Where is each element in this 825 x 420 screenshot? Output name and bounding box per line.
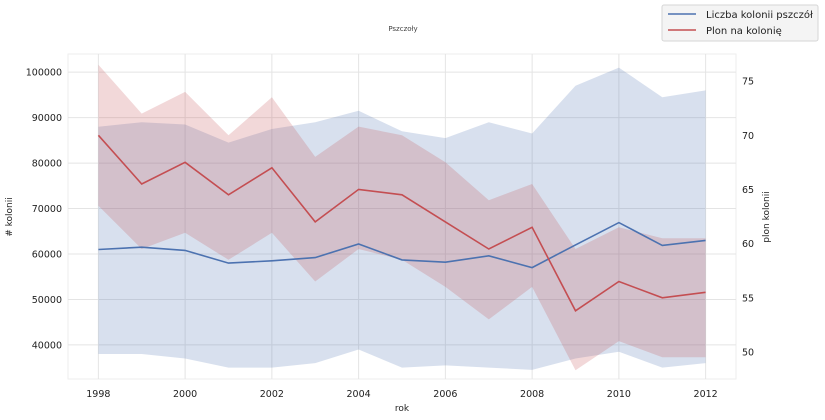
left-tick-label: 40000 (32, 340, 62, 351)
legend-label-yield: Plon na kolonię (706, 26, 782, 37)
confidence-bands (98, 64, 706, 371)
right-tick-label: 60 (742, 239, 754, 250)
x-tick-label: 2006 (433, 389, 457, 400)
x-axis-ticks: 1998 2000 2002 2004 2006 2008 2010 2012 (86, 389, 717, 400)
x-tick-label: 2008 (520, 389, 544, 400)
right-tick-label: 75 (742, 77, 754, 88)
left-tick-label: 90000 (32, 113, 62, 124)
plot-area (67, 53, 737, 380)
x-tick-label: 2000 (173, 389, 197, 400)
x-tick-label: 2012 (694, 389, 718, 400)
left-axis-ticks: 40000 50000 60000 70000 80000 90000 100000 (26, 68, 62, 352)
left-tick-label: 70000 (32, 204, 62, 215)
right-tick-label: 65 (742, 185, 754, 196)
legend-box (661, 4, 819, 42)
right-axis-label: plon kolonii (762, 191, 772, 242)
x-tick-label: 1998 (86, 389, 110, 400)
x-tick-label: 2010 (607, 389, 631, 400)
left-axis-label: # kolonii (5, 197, 15, 237)
confidence-band-0 (98, 67, 706, 370)
series-line-0 (98, 221, 706, 269)
confidence-band-1 (98, 64, 706, 371)
x-tick-label: 2004 (347, 389, 371, 400)
series-line-1 (97, 134, 706, 312)
legend: Liczba kolonii pszczół Plon na kolonię (661, 4, 819, 42)
legend-label-colonies: Liczba kolonii pszczół (706, 9, 813, 21)
x-tick-label: 2002 (260, 389, 284, 400)
grid (68, 54, 736, 379)
left-tick-label: 60000 (32, 250, 62, 261)
right-axis-ticks: 50 55 60 65 70 75 (742, 77, 754, 359)
series-lines (97, 134, 706, 312)
left-tick-label: 80000 (32, 159, 62, 170)
chart-title: Pszczoły (388, 25, 417, 33)
left-tick-label: 50000 (32, 295, 62, 306)
x-axis-label: rok (395, 404, 410, 414)
right-tick-label: 55 (742, 293, 754, 304)
right-tick-label: 50 (742, 347, 754, 358)
right-tick-label: 70 (742, 131, 754, 142)
left-tick-label: 100000 (26, 68, 62, 79)
